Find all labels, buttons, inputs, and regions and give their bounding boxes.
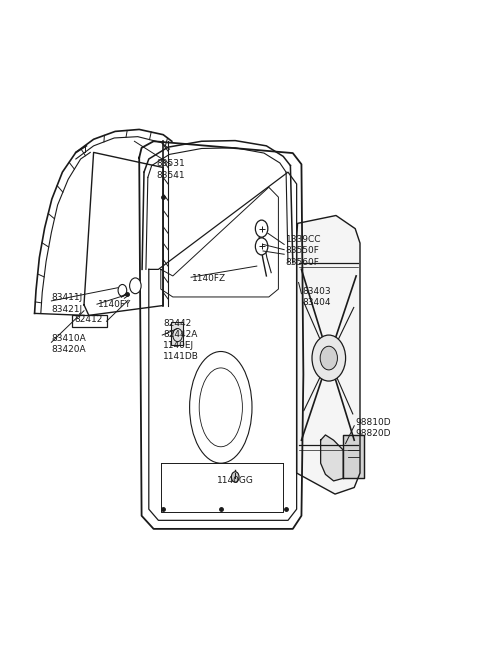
- Text: 1339CC
83550F
83560F: 1339CC 83550F 83560F: [286, 235, 321, 267]
- Text: 82442
82442A
1140EJ
1141DB: 82442 82442A 1140EJ 1141DB: [163, 319, 199, 361]
- Text: 98810D
98820D: 98810D 98820D: [355, 419, 391, 438]
- Circle shape: [231, 472, 239, 482]
- Circle shape: [312, 335, 346, 381]
- Text: 83403
83404: 83403 83404: [302, 287, 331, 307]
- Polygon shape: [343, 435, 364, 478]
- Text: 82412: 82412: [74, 315, 103, 325]
- Polygon shape: [297, 215, 360, 494]
- Text: 1140FY: 1140FY: [98, 300, 132, 309]
- Circle shape: [255, 238, 268, 255]
- Circle shape: [255, 220, 268, 237]
- Text: 83531
83541: 83531 83541: [156, 160, 185, 179]
- Text: 83410A
83420A: 83410A 83420A: [52, 334, 86, 354]
- Text: 1140FZ: 1140FZ: [192, 274, 226, 283]
- Circle shape: [320, 346, 337, 370]
- Bar: [171, 322, 183, 345]
- Text: 1140GG: 1140GG: [217, 476, 253, 486]
- Polygon shape: [321, 435, 343, 481]
- Text: 83411J
83421J: 83411J 83421J: [52, 294, 83, 313]
- Circle shape: [118, 284, 127, 296]
- Circle shape: [130, 278, 141, 294]
